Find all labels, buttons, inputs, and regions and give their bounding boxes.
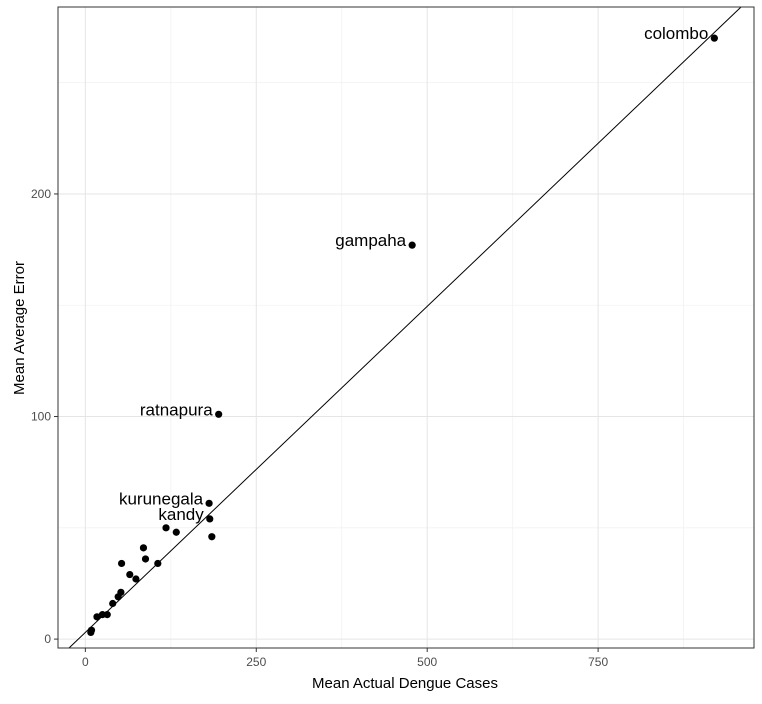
data-point <box>132 575 140 583</box>
y-tick-label: 0 <box>44 632 51 646</box>
data-point <box>408 241 416 249</box>
plot-panel-border <box>57 6 755 649</box>
x-tick-label: 500 <box>417 655 437 669</box>
x-tick-label: 0 <box>82 655 89 669</box>
data-point <box>109 599 117 608</box>
data-point <box>206 515 214 523</box>
data-point <box>154 559 162 568</box>
data-points <box>87 34 718 637</box>
point-label: kurunegala <box>119 489 204 508</box>
point-label: gampaha <box>335 231 406 250</box>
data-point <box>117 559 126 568</box>
x-axis-label: Mean Actual Dengue Cases <box>312 675 498 692</box>
point-label: ratnapura <box>140 400 213 419</box>
data-point <box>205 499 213 507</box>
data-point <box>215 410 223 418</box>
data-point <box>103 611 111 619</box>
data-point <box>141 555 150 563</box>
x-axis-ticks: 0 250 500 750 <box>82 648 608 669</box>
data-point <box>117 588 125 596</box>
x-tick-label: 250 <box>246 655 266 669</box>
data-point <box>93 613 101 621</box>
data-point <box>172 528 180 536</box>
y-tick-label: 200 <box>31 187 51 201</box>
data-point <box>87 626 96 634</box>
data-point <box>162 524 170 532</box>
reference-line <box>68 6 742 649</box>
y-axis-ticks: 0 100 200 <box>31 187 58 646</box>
minor-grid <box>58 7 754 648</box>
data-point <box>126 570 134 579</box>
x-tick-label: 750 <box>588 655 608 669</box>
point-label: colombo <box>644 24 708 43</box>
point-label: kandy <box>158 505 204 524</box>
data-point <box>710 34 718 42</box>
major-grid <box>58 7 754 648</box>
y-tick-label: 100 <box>31 410 51 424</box>
data-point <box>139 544 148 552</box>
data-point <box>208 533 216 541</box>
y-axis-label: Mean Average Error <box>11 261 28 395</box>
reference-line-group <box>68 6 742 649</box>
